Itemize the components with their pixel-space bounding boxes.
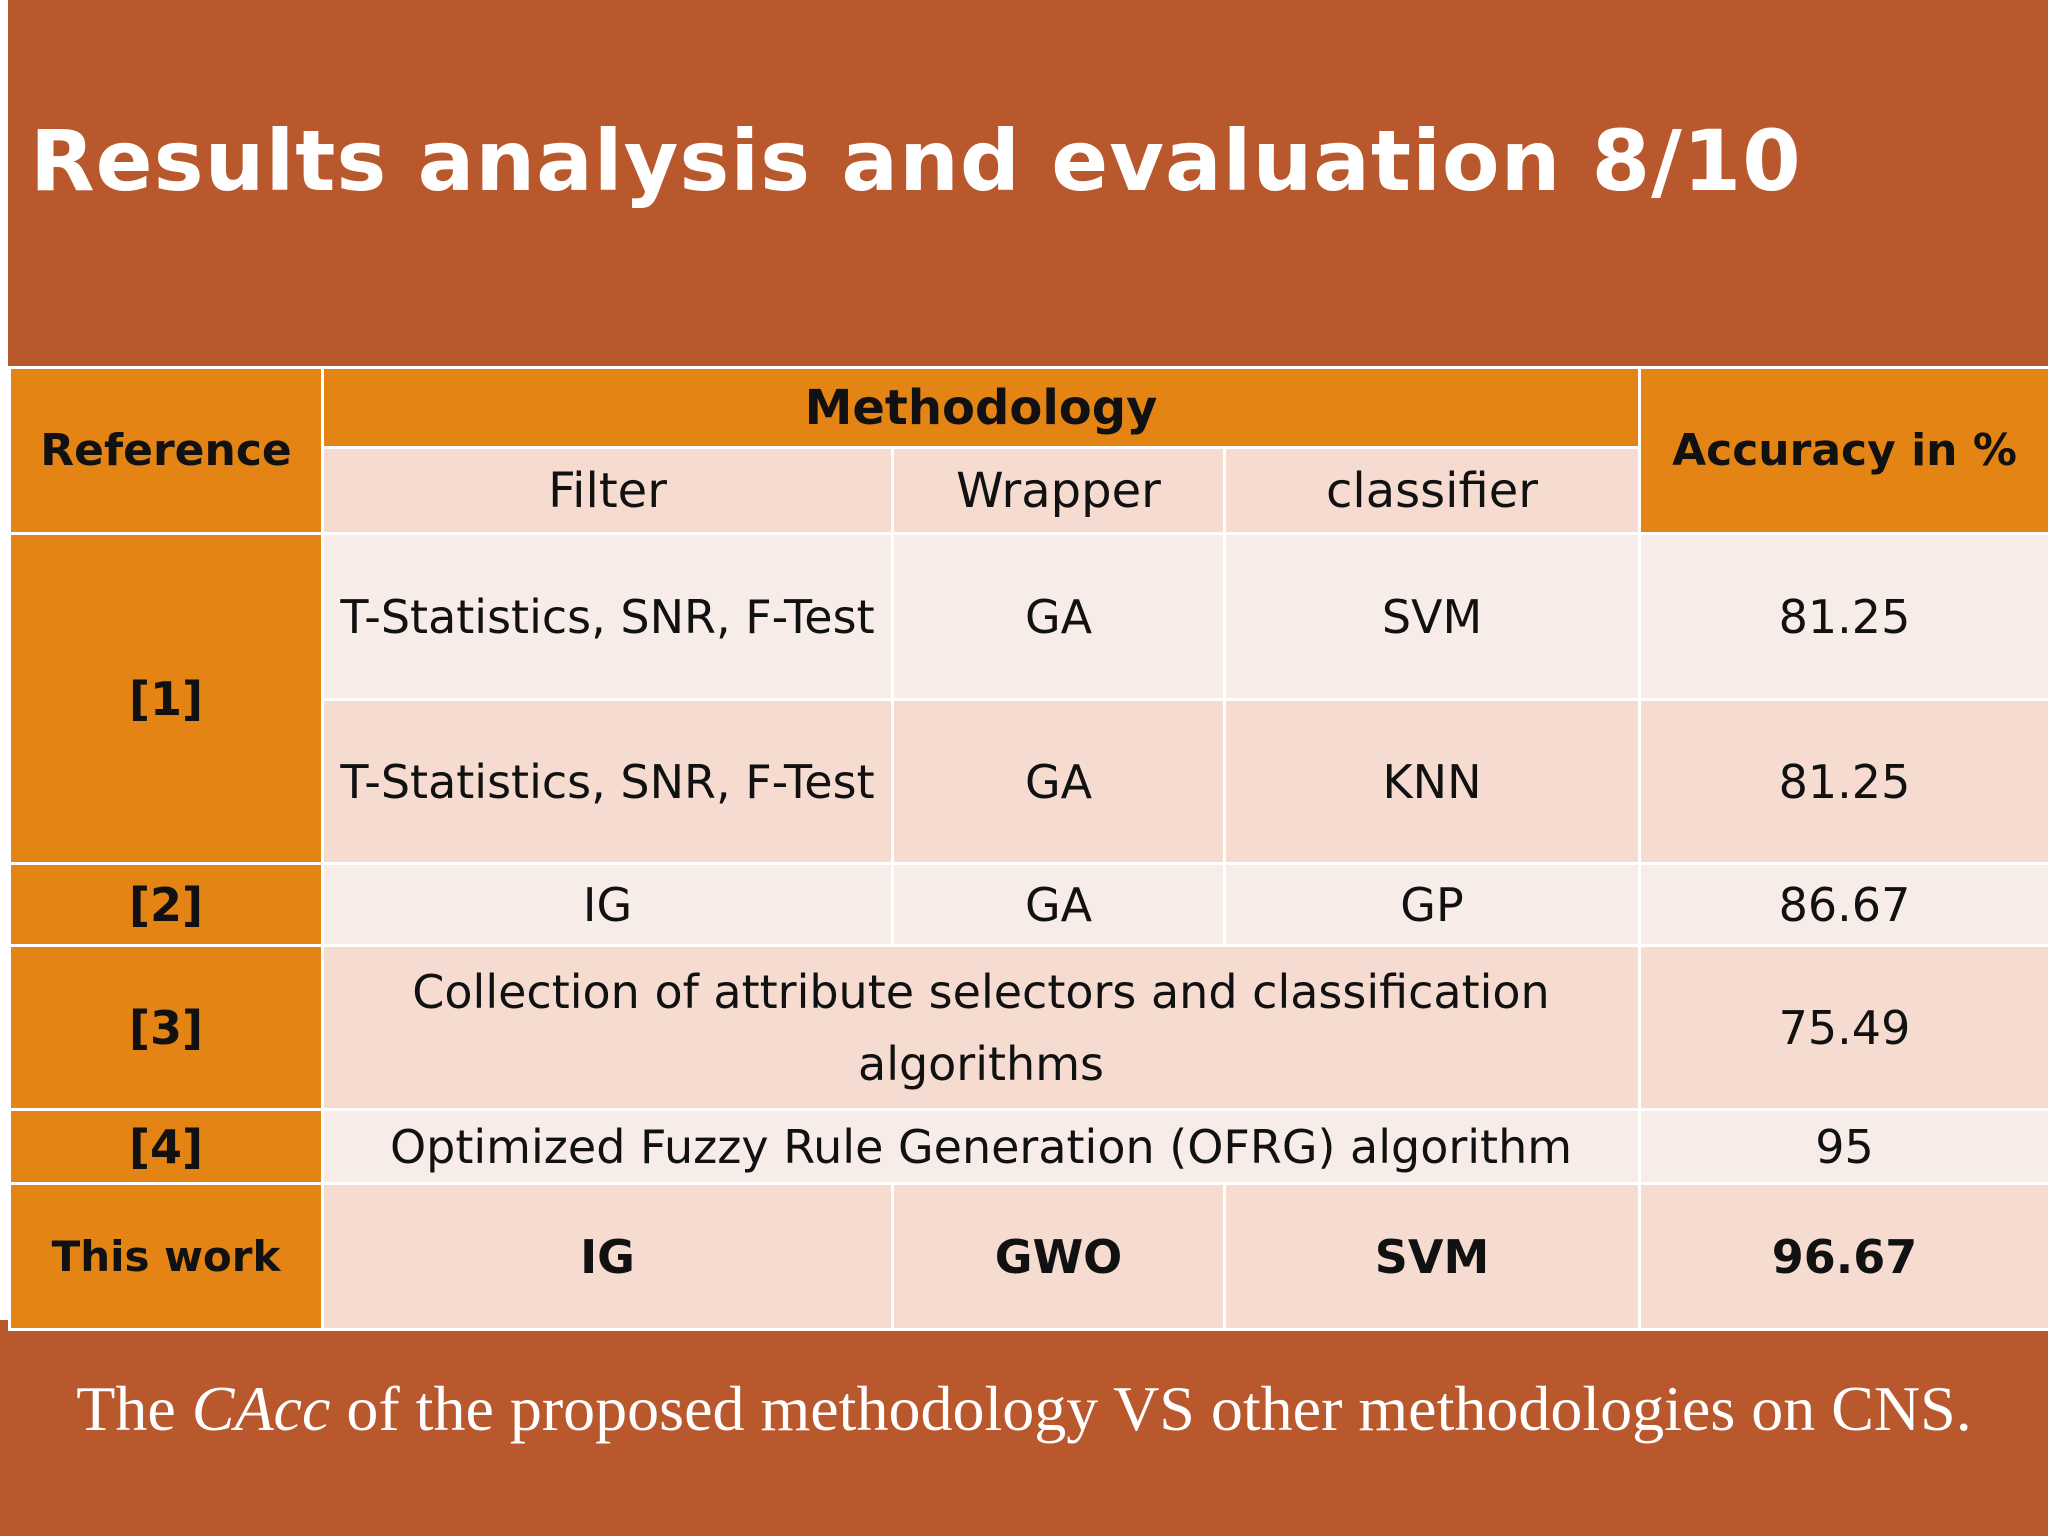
- row-reference: [2]: [8, 862, 324, 947]
- row-accuracy: 96.67: [1638, 1182, 2048, 1331]
- caption-suffix: of the proposed methodology VS other met…: [330, 1373, 1972, 1444]
- table-row-highlight: This work IG GWO SVM 96.67: [8, 1182, 2048, 1331]
- row-classifier: SVM: [1223, 1182, 1641, 1331]
- header-classifier: classifier: [1223, 446, 1641, 535]
- row-reference: [3]: [8, 944, 324, 1111]
- caption-italic: CAcc: [191, 1373, 331, 1444]
- row-methodology: Collection of attribute selectors and cl…: [321, 944, 1641, 1111]
- row-classifier: KNN: [1223, 698, 1641, 865]
- table-row: T-Statistics, SNR, F-Test GA KNN 81.25: [10, 698, 2048, 865]
- row-reference: This work: [8, 1182, 324, 1331]
- header-methodology: Methodology: [321, 366, 1641, 449]
- header-wrapper: Wrapper: [891, 446, 1226, 535]
- row-filter: IG: [321, 1182, 894, 1331]
- row-filter: T-Statistics, SNR, F-Test: [321, 532, 894, 701]
- row-methodology: Optimized Fuzzy Rule Generation (OFRG) a…: [321, 1108, 1641, 1185]
- header-filter: Filter: [321, 446, 894, 535]
- slide-caption: The CAcc of the proposed methodology VS …: [0, 1350, 2048, 1468]
- row-reference: [4]: [8, 1108, 324, 1185]
- caption-prefix: The: [76, 1373, 192, 1444]
- left-edge-strip: [0, 0, 8, 1320]
- subheader-row: Filter Wrapper classifier: [10, 446, 2048, 535]
- results-table: Reference Methodology Accuracy in % Filt…: [8, 366, 2048, 1331]
- slide-title: Results analysis and evaluation 8/10: [30, 112, 1802, 210]
- table-row: [2] IG GA GP 86.67: [8, 862, 2048, 947]
- row-accuracy: 75.49: [1638, 944, 2048, 1111]
- row-accuracy: 86.67: [1638, 862, 2048, 947]
- row-wrapper: GA: [891, 532, 1226, 701]
- table-row: [3] Collection of attribute selectors an…: [8, 944, 2048, 1111]
- row-classifier: SVM: [1223, 532, 1641, 701]
- table-row: [1] T-Statistics, SNR, F-Test GA SVM 81.…: [8, 532, 2048, 865]
- row-filter: IG: [321, 862, 894, 947]
- header-row: Reference Methodology Accuracy in %: [8, 366, 2048, 535]
- table-row: [4] Optimized Fuzzy Rule Generation (OFR…: [8, 1108, 2048, 1185]
- row-accuracy: 95: [1638, 1108, 2048, 1185]
- row-accuracy: 81.25: [1638, 698, 2048, 865]
- row-accuracy: 81.25: [1638, 532, 2048, 701]
- row-wrapper: GA: [891, 862, 1226, 947]
- header-accuracy: Accuracy in %: [1638, 366, 2048, 535]
- header-reference: Reference: [8, 366, 324, 535]
- row-reference: [1]: [8, 532, 324, 865]
- row-classifier: GP: [1223, 862, 1641, 947]
- row-wrapper: GA: [891, 698, 1226, 865]
- row-filter: T-Statistics, SNR, F-Test: [321, 698, 894, 865]
- row-wrapper: GWO: [891, 1182, 1226, 1331]
